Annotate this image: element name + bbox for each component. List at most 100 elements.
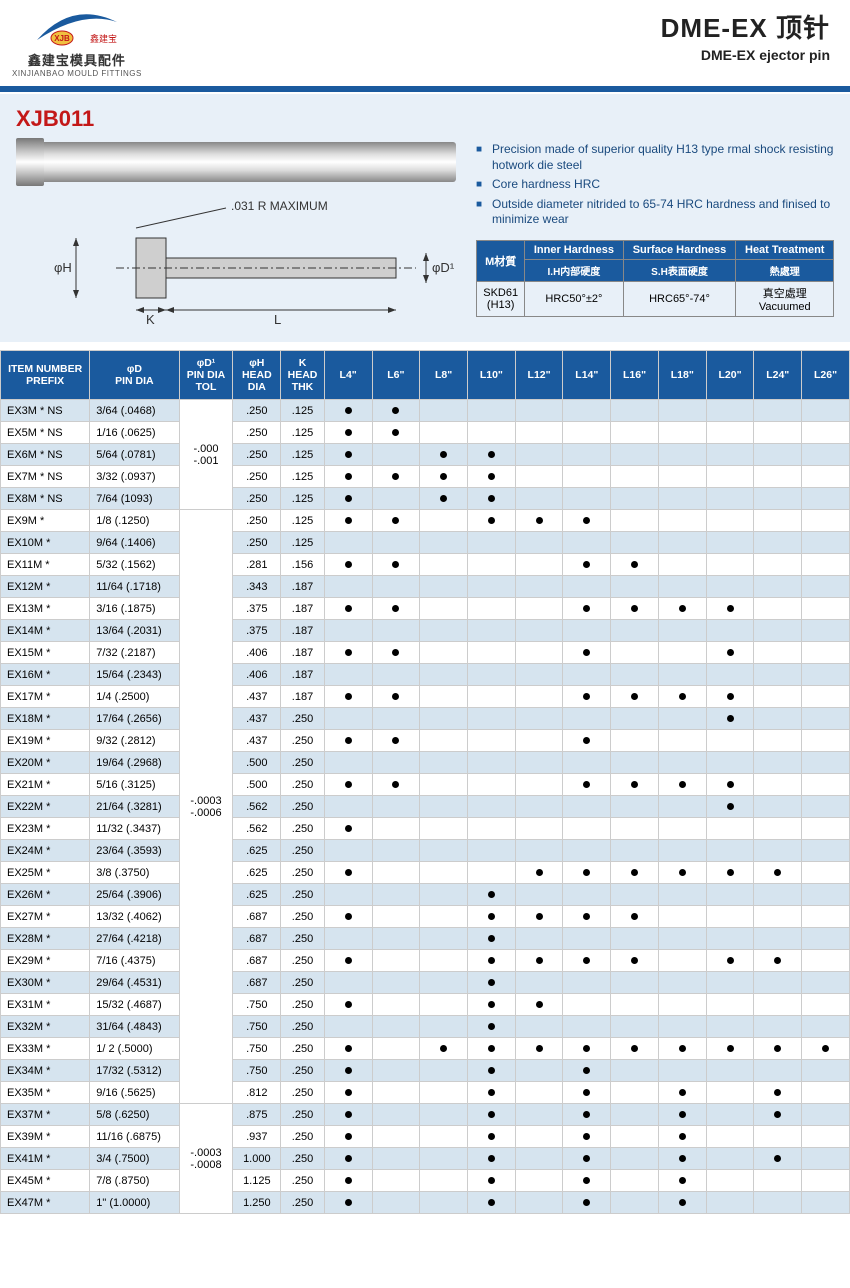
cell-headdia: .250 (233, 532, 281, 554)
cell-length (515, 400, 563, 422)
cell-length (563, 576, 611, 598)
dot-icon (392, 561, 399, 568)
cell-pindia: 3/64 (.0468) (90, 400, 179, 422)
cell-length (658, 422, 706, 444)
svg-text:L: L (274, 312, 281, 327)
dot-icon (345, 1199, 352, 1206)
cell-pindia: 7/16 (.4375) (90, 950, 179, 972)
cell-length (467, 1082, 515, 1104)
cell-length (515, 620, 563, 642)
cell-length (658, 510, 706, 532)
logo-text-en: XINJIANBAO MOULD FITTINGS (12, 69, 142, 78)
cell-length (706, 1060, 754, 1082)
dot-icon (488, 1023, 495, 1030)
cell-length (420, 1038, 468, 1060)
cell-length (611, 400, 659, 422)
cell-length (658, 906, 706, 928)
cell-length (754, 620, 802, 642)
cell-length (754, 686, 802, 708)
cell-headthk: .250 (281, 972, 325, 994)
cell-length (706, 972, 754, 994)
table-row: EX21M *5/16 (.3125).500.250 (1, 774, 850, 796)
cell-headdia: .750 (233, 1016, 281, 1038)
dot-icon (345, 1133, 352, 1140)
cell-pindia: 7/8 (.8750) (90, 1170, 179, 1192)
cell-length (706, 598, 754, 620)
cell-headthk: .187 (281, 664, 325, 686)
table-row: EX32M *31/64 (.4843).750.250 (1, 1016, 850, 1038)
table-row: EX45M *7/8 (.8750)1.125.250 (1, 1170, 850, 1192)
cell-prefix: EX30M * (1, 972, 90, 994)
cell-length (658, 642, 706, 664)
cell-length (802, 444, 850, 466)
page-header: XJB 鑫建宝 鑫建宝模具配件 XINJIANBAO MOULD FITTING… (0, 0, 850, 82)
table-row: EX35M *9/16 (.5625).812.250 (1, 1082, 850, 1104)
cell-length (802, 598, 850, 620)
cell-headdia: .437 (233, 730, 281, 752)
cell-headthk: .125 (281, 466, 325, 488)
cell-length (372, 1060, 420, 1082)
dot-icon (631, 913, 638, 920)
dot-icon (774, 957, 781, 964)
dot-icon (345, 473, 352, 480)
table-row: EX23M *11/32 (.3437).562.250 (1, 818, 850, 840)
dot-icon (774, 869, 781, 876)
cell-length (515, 598, 563, 620)
cell-length (802, 422, 850, 444)
title-en: DME-EX ejector pin (661, 47, 830, 63)
cell-length (563, 1126, 611, 1148)
cell-length (563, 1104, 611, 1126)
dot-icon (583, 1089, 590, 1096)
cell-length (372, 884, 420, 906)
cell-length (563, 1192, 611, 1214)
cell-length (754, 510, 802, 532)
cell-length (467, 554, 515, 576)
cell-headthk: .250 (281, 840, 325, 862)
cell-prefix: EX25M * (1, 862, 90, 884)
cell-headthk: .125 (281, 400, 325, 422)
cell-length (754, 664, 802, 686)
dot-icon (440, 451, 447, 458)
cell-length (372, 466, 420, 488)
cell-length (420, 1082, 468, 1104)
cell-length (658, 1148, 706, 1170)
cell-length (324, 994, 372, 1016)
cell-length (658, 1060, 706, 1082)
table-row: EX8M * NS7/64 (1093).250.125 (1, 488, 850, 510)
cell-length (658, 1016, 706, 1038)
cell-length (324, 1016, 372, 1038)
cell-prefix: EX22M * (1, 796, 90, 818)
cell-length (658, 1104, 706, 1126)
cell-length (324, 444, 372, 466)
cell-length (324, 818, 372, 840)
cell-length (467, 532, 515, 554)
cell-length (324, 862, 372, 884)
dot-icon (727, 957, 734, 964)
cell-length (515, 730, 563, 752)
cell-length (324, 928, 372, 950)
dot-icon (583, 1111, 590, 1118)
cell-length (658, 862, 706, 884)
cell-length (515, 554, 563, 576)
cell-prefix: EX14M * (1, 620, 90, 642)
cell-prefix: EX19M * (1, 730, 90, 752)
cell-headdia: .281 (233, 554, 281, 576)
dot-icon (727, 605, 734, 612)
cell-length (420, 444, 468, 466)
dot-icon (345, 957, 352, 964)
cell-length (420, 1060, 468, 1082)
svg-text:XJB: XJB (54, 34, 70, 43)
cell-length (754, 884, 802, 906)
cell-headthk: .125 (281, 488, 325, 510)
dot-icon (727, 649, 734, 656)
cell-length (515, 972, 563, 994)
dot-icon (583, 517, 590, 524)
cell-length (420, 884, 468, 906)
cell-pindia: 19/64 (.2968) (90, 752, 179, 774)
dot-icon (440, 1045, 447, 1052)
dot-icon (774, 1045, 781, 1052)
cell-length (324, 708, 372, 730)
cell-pindia: 5/8 (.6250) (90, 1104, 179, 1126)
cell-length (706, 840, 754, 862)
cell-length (802, 928, 850, 950)
